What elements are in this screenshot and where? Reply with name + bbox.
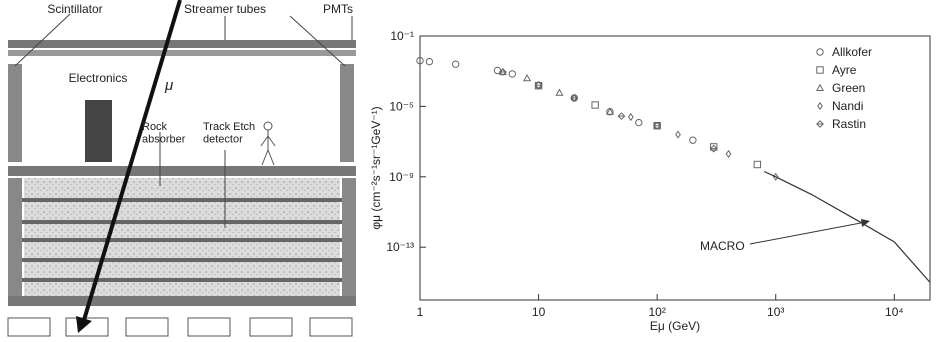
data-point bbox=[710, 143, 718, 151]
y-tick-label: 10⁻⁵ bbox=[389, 99, 414, 113]
x-tick-label: 1 bbox=[417, 305, 424, 319]
y-axis-label: φμ (cm⁻²s⁻¹sr⁻¹GeV⁻¹) bbox=[369, 106, 383, 229]
legend-marker bbox=[816, 120, 824, 128]
data-point bbox=[605, 107, 615, 115]
y-tick-label: 10⁻¹³ bbox=[386, 240, 414, 254]
diagram-label: Streamer tubes bbox=[184, 2, 266, 16]
rock-layers bbox=[8, 178, 356, 306]
legend-label: Nandi bbox=[832, 99, 863, 113]
person bbox=[260, 121, 276, 166]
legend-label: Ayre bbox=[832, 63, 857, 77]
data-point bbox=[555, 88, 564, 96]
diagram-label: PMTs bbox=[323, 2, 353, 16]
legend-marker bbox=[815, 83, 825, 92]
legend-marker bbox=[816, 48, 824, 56]
floor-bar bbox=[8, 166, 356, 176]
data-point bbox=[523, 73, 532, 82]
side-scintillator bbox=[340, 64, 354, 162]
diagram-label: Electronics bbox=[69, 71, 128, 85]
x-tick-label: 10² bbox=[648, 305, 665, 319]
annotation-arrowhead bbox=[861, 219, 870, 227]
y-tick-label: 10⁻¹ bbox=[390, 29, 414, 43]
electronics-rack bbox=[85, 100, 112, 162]
data-point bbox=[627, 112, 634, 122]
data-point bbox=[498, 68, 507, 76]
data-point bbox=[653, 121, 662, 130]
bottom-boxes bbox=[7, 317, 353, 337]
diagram-label: μ bbox=[164, 77, 173, 94]
muon-track bbox=[82, 0, 182, 321]
data-point bbox=[725, 149, 732, 158]
data-point bbox=[675, 130, 681, 139]
legend-marker bbox=[816, 66, 824, 74]
streamer-bar bbox=[8, 40, 356, 48]
data-point bbox=[425, 57, 434, 66]
diagram-label: Scintillator bbox=[47, 2, 102, 16]
data-point bbox=[689, 136, 697, 144]
detector-diagram: Scintillator Streamer tubes PMTs Electro… bbox=[7, 0, 356, 337]
muon-arrowhead bbox=[76, 316, 92, 333]
streamer-bar bbox=[8, 50, 356, 56]
x-tick-label: 10³ bbox=[767, 305, 784, 319]
annotation-arrow bbox=[749, 221, 867, 245]
x-tick-label: 10 bbox=[532, 305, 546, 319]
legend-label: Green bbox=[832, 81, 865, 95]
data-point bbox=[635, 118, 643, 127]
data-point bbox=[617, 112, 626, 121]
legend-label: Allkofer bbox=[832, 45, 872, 59]
data-point bbox=[416, 56, 424, 65]
fit-line bbox=[763, 170, 931, 283]
chart: φμ (cm⁻²s⁻¹sr⁻¹GeV⁻¹) Eμ (GeV) bbox=[369, 106, 700, 333]
data-point bbox=[709, 144, 718, 153]
legend-marker bbox=[817, 101, 823, 111]
diagram-label: Rock absorber bbox=[142, 121, 186, 146]
x-axis-label: Eμ (GeV) bbox=[650, 319, 700, 333]
data-point bbox=[534, 81, 543, 90]
diagram-label: Track Etch detector bbox=[203, 121, 255, 146]
side-scintillator bbox=[8, 64, 22, 162]
data-point bbox=[451, 60, 460, 68]
data-point bbox=[570, 94, 579, 102]
y-tick-label: 10⁻⁹ bbox=[389, 170, 414, 184]
pointer-lines bbox=[14, 13, 353, 228]
data-point bbox=[508, 70, 516, 78]
legend-label: Rastin bbox=[832, 117, 866, 131]
fit-annotation: MACRO bbox=[700, 239, 745, 253]
data-point bbox=[753, 160, 762, 169]
plot-frame bbox=[419, 35, 931, 301]
x-tick-label: 10⁴ bbox=[885, 305, 904, 319]
data-point bbox=[591, 101, 599, 109]
